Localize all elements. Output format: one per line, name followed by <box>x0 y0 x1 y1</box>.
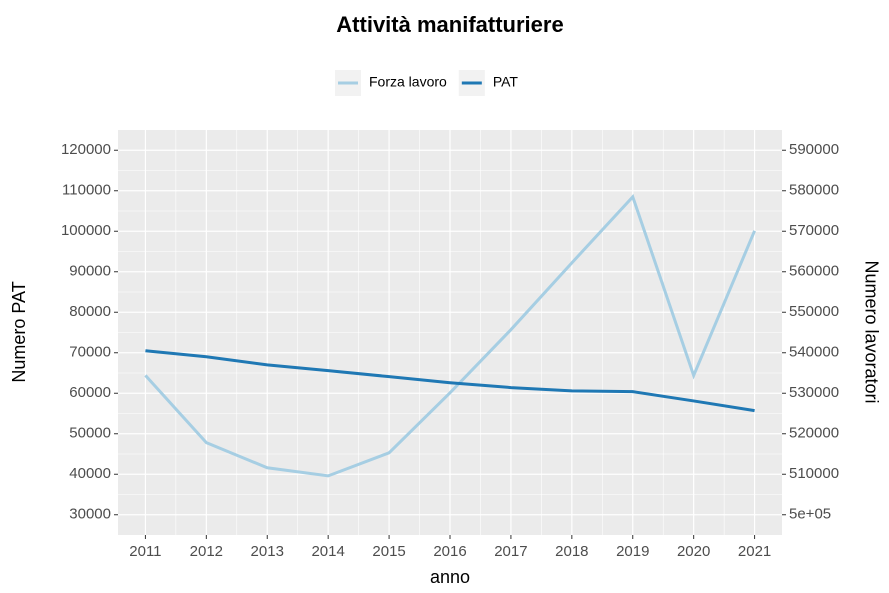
y-axis-title: Numero PAT <box>9 281 29 382</box>
y-tick-label: 40000 <box>69 465 111 482</box>
x-tick-label: 2015 <box>372 543 405 560</box>
y2-tick-label: 590000 <box>789 141 839 158</box>
y2-tick-label: 580000 <box>789 182 839 199</box>
x-axis-title: anno <box>430 567 470 587</box>
x-tick-label: 2012 <box>190 543 223 560</box>
x-tick-label: 2016 <box>433 543 466 560</box>
x-tick-label: 2019 <box>616 543 649 560</box>
y-tick-label: 50000 <box>69 425 111 442</box>
y-tick-label: 100000 <box>61 222 111 239</box>
y2-tick-label: 560000 <box>789 263 839 280</box>
y2-axis-title: Numero lavoratori <box>861 260 881 403</box>
y-tick-label: 60000 <box>69 384 111 401</box>
x-tick-label: 2018 <box>555 543 588 560</box>
x-tick-label: 2021 <box>738 543 771 560</box>
legend-label: PAT <box>493 74 519 90</box>
x-tick-label: 2014 <box>311 543 344 560</box>
x-tick-label: 2011 <box>129 543 161 560</box>
x-tick-label: 2017 <box>494 543 527 560</box>
y2-tick-label: 5e+05 <box>789 506 831 523</box>
y-tick-label: 30000 <box>69 506 111 523</box>
line-series <box>144 193 756 478</box>
y-tick-label: 80000 <box>69 303 111 320</box>
y-tick-label: 110000 <box>62 182 111 199</box>
legend-label: Forza lavoro <box>369 74 447 90</box>
legend: Forza lavoro PAT <box>335 70 518 96</box>
y2-tick-label: 550000 <box>789 303 839 320</box>
line-series <box>145 349 755 413</box>
y2-tick-label: 530000 <box>789 384 839 401</box>
y-tick-label: 90000 <box>69 263 111 280</box>
x-tick-label: 2013 <box>251 543 284 560</box>
y2-tick-label: 520000 <box>789 425 839 442</box>
y2-tick-label: 540000 <box>789 344 839 361</box>
y2-tick-label: 570000 <box>789 222 839 239</box>
chart-title: Attività manifatturiere <box>336 12 563 37</box>
y2-tick-label: 510000 <box>789 465 839 482</box>
x-tick-label: 2020 <box>677 543 710 560</box>
y-tick-label: 120000 <box>61 141 111 158</box>
y-tick-label: 70000 <box>69 344 111 361</box>
